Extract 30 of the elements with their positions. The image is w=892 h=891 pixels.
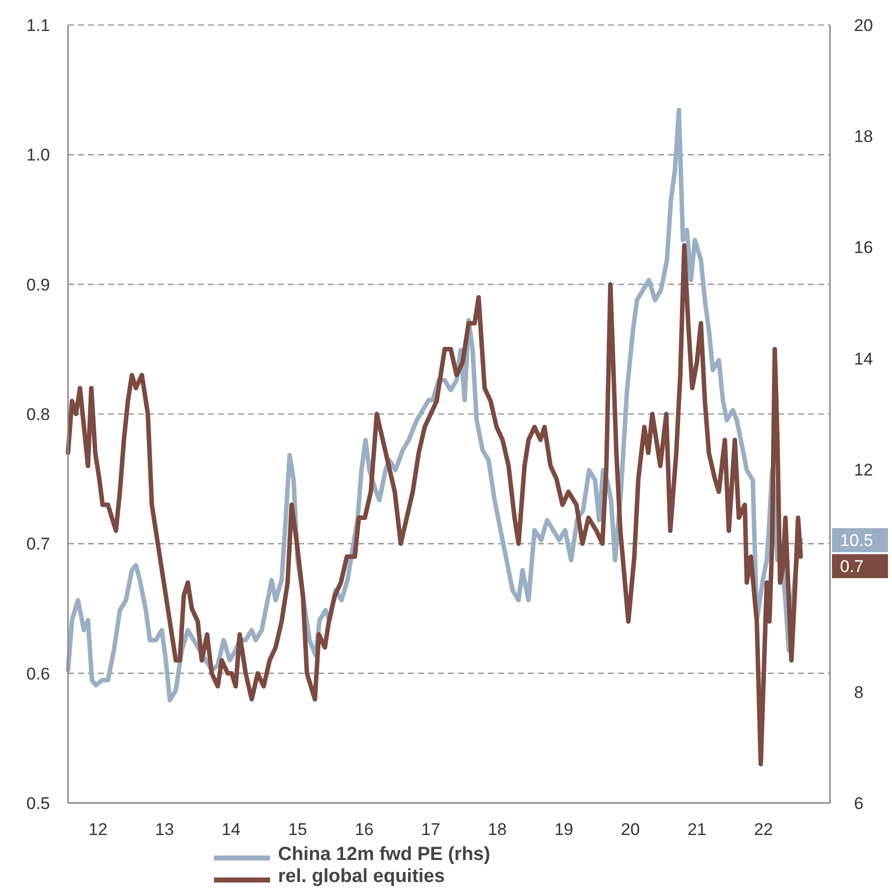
x-tick-label: 15 [288,820,308,839]
x-tick-label: 21 [687,820,706,839]
x-tick-label: 14 [222,820,241,839]
y2-tick-label: 8 [854,682,864,702]
x-tick-label: 16 [354,820,374,839]
legend-label: rel. global equities [278,866,445,887]
x-tick-label: 20 [620,820,640,839]
text: 0.7 [840,557,864,576]
text: 10.5 [840,531,874,550]
y-tick-label: 0.8 [26,404,50,424]
y2-tick-label: 16 [854,238,873,258]
x-tick-label: 12 [88,820,108,839]
y2-tick-label: 20 [854,16,873,35]
legend-label: China 12m fwd PE (rhs) [278,844,490,865]
y2-tick-label: 18 [854,127,873,146]
y-tick-label: 0.5 [26,794,50,813]
x-tick-label: 13 [155,820,174,839]
y-tick-label: 0.6 [26,664,50,684]
y2-tick-label: 12 [854,460,873,480]
line-series [66,243,803,766]
y2-tick-label: 14 [854,349,873,368]
x-tick-label: 18 [488,820,507,839]
y-tick-label: 0.7 [26,534,50,554]
y-tick-label: 1.0 [26,146,50,165]
x-tick-label: 19 [554,820,574,839]
y-tick-label: 0.9 [26,275,50,294]
y2-tick-label: 6 [854,794,864,813]
y-tick-label: 1.1 [26,16,50,35]
x-tick-label: 17 [421,820,440,839]
x-tick-label: 22 [754,820,773,839]
